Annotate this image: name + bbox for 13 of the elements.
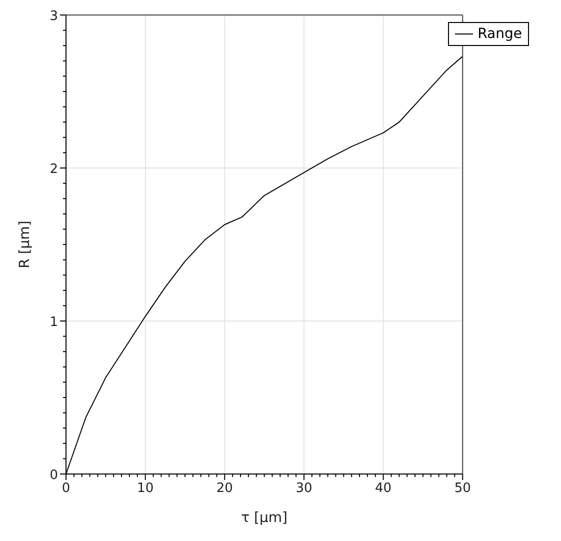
x-axis-title: τ [µm]	[241, 510, 288, 526]
y-tick-label: 0	[50, 468, 58, 483]
x-tick-label: 10	[137, 481, 154, 496]
y-axis-title: R [µm]	[16, 220, 33, 268]
x-tick-label: 20	[216, 481, 233, 496]
x-tick-label: 50	[454, 481, 471, 496]
x-tick-label: 30	[296, 481, 312, 496]
x-tick-label: 40	[375, 481, 392, 496]
y-tick-label: 2	[50, 162, 58, 177]
x-tick-label: 0	[62, 481, 70, 496]
legend-label: Range	[478, 26, 522, 42]
y-tick-label: 3	[50, 9, 58, 24]
y-tick-label: 1	[50, 315, 58, 330]
